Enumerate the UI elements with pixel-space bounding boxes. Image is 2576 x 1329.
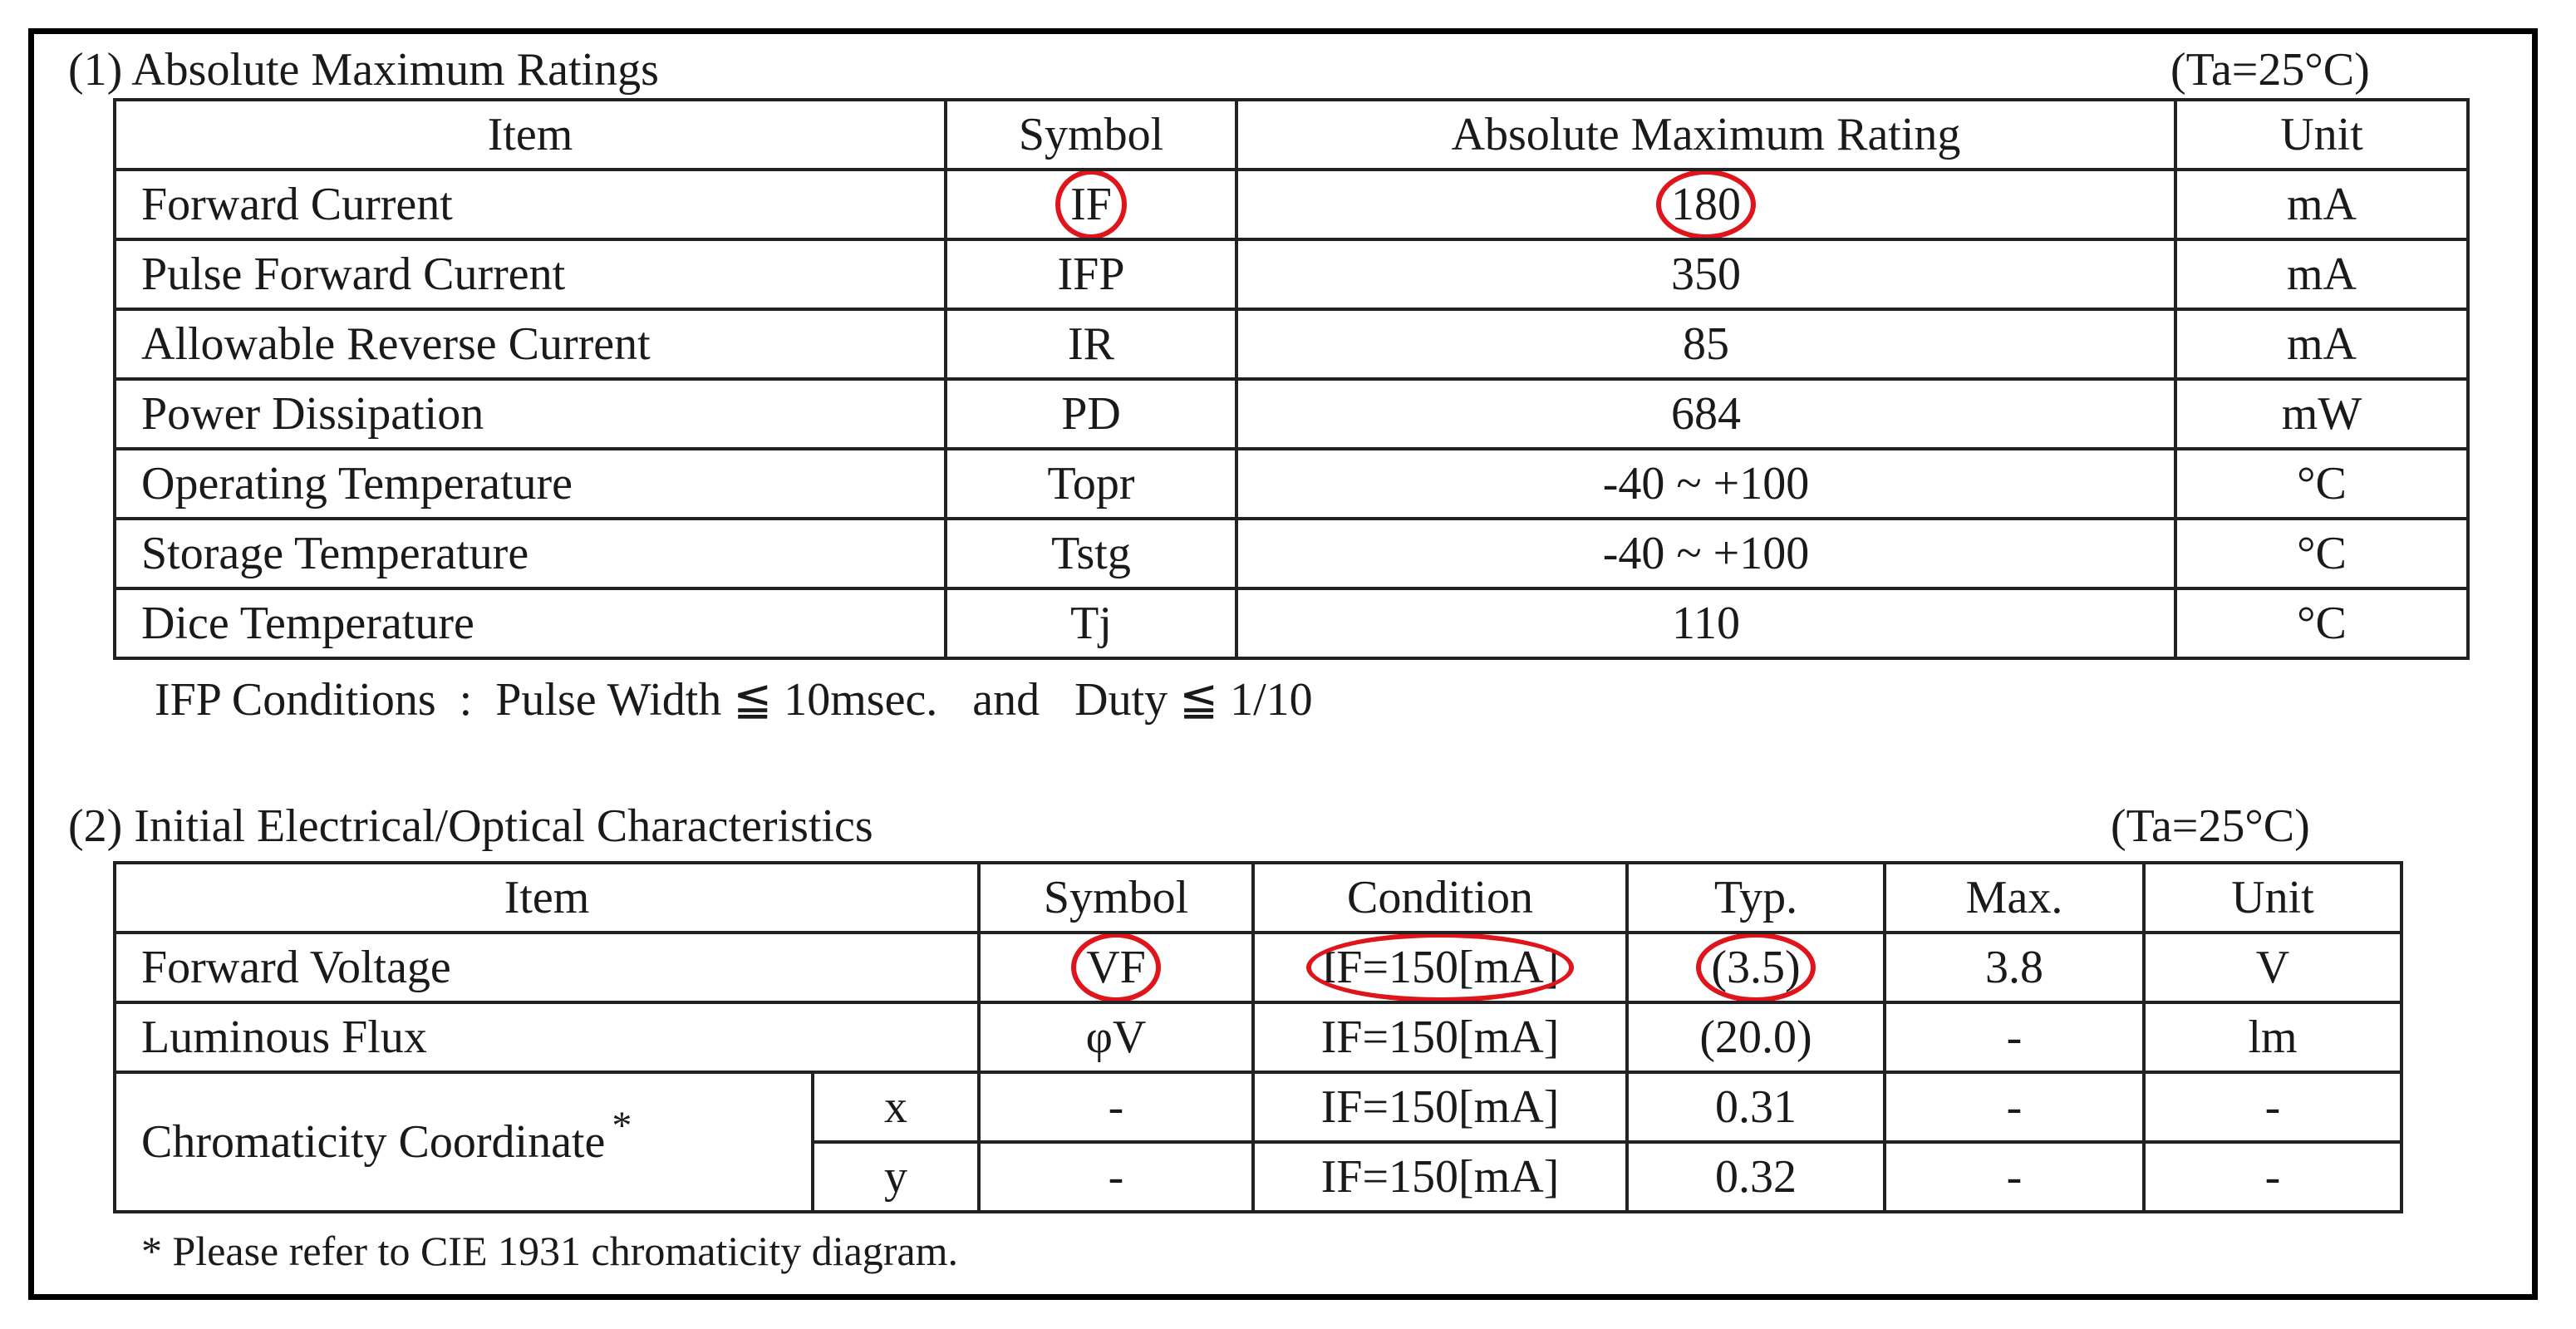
table-row: Storage Temperature Tstg -40 ~ +100 °C xyxy=(113,517,2470,590)
header-unit: Unit xyxy=(2142,861,2403,934)
row-rating: 110 xyxy=(1235,587,2177,660)
circled-typ: (3.5) xyxy=(1696,936,1816,999)
chromaticity-label: Chromaticity Coordinate xyxy=(141,1116,606,1168)
row-unit: °C xyxy=(2174,517,2470,590)
row-max: - xyxy=(1883,1001,2146,1074)
row-unit: - xyxy=(2142,1140,2403,1213)
header-unit: Unit xyxy=(2174,98,2470,171)
row-item: Dice Temperature xyxy=(113,587,947,660)
row-item: Operating Temperature xyxy=(113,447,947,520)
header-typ: Typ. xyxy=(1625,861,1886,934)
row-unit: °C xyxy=(2174,447,2470,520)
row-item: Storage Temperature xyxy=(113,517,947,590)
row-symbol: IF xyxy=(944,168,1238,241)
row-symbol: Topr xyxy=(944,447,1238,520)
header-symbol: Symbol xyxy=(977,861,1255,934)
table-row: Forward Current IF 180 mA xyxy=(113,168,2470,241)
asterisk-mark: * xyxy=(612,1104,632,1148)
footnote: * Please refer to CIE 1931 chromaticity … xyxy=(141,1228,959,1274)
header-item: Item xyxy=(113,861,981,934)
header-rating: Absolute Maximum Rating xyxy=(1235,98,2177,171)
row-max: - xyxy=(1883,1071,2146,1144)
table-row: Luminous Flux φV IF=150[mA] (20.0) - lm xyxy=(113,1001,2403,1074)
absolute-max-ratings-table: Item Symbol Absolute Maximum Rating Unit… xyxy=(113,98,2470,660)
section1-title: (1) Absolute Maximum Ratings xyxy=(68,44,659,96)
row-symbol: Tstg xyxy=(944,517,1238,590)
circled-condition: IF=150[mA] xyxy=(1305,936,1574,999)
section2-title: (2) Initial Electrical/Optical Character… xyxy=(68,800,873,852)
row-condition: IF=150[mA] xyxy=(1251,1001,1629,1074)
circled-symbol: IF xyxy=(1055,173,1127,236)
row-unit: lm xyxy=(2142,1001,2403,1074)
row-sub-x: x xyxy=(811,1071,981,1144)
row-unit: - xyxy=(2142,1071,2403,1144)
circled-symbol: VF xyxy=(1071,936,1161,999)
header-symbol: Symbol xyxy=(944,98,1238,171)
row-symbol: IR xyxy=(944,308,1238,381)
row-item: Allowable Reverse Current xyxy=(113,308,947,381)
row-unit: mA xyxy=(2174,238,2470,311)
row-symbol: - xyxy=(977,1140,1255,1213)
row-item: Forward Current xyxy=(113,168,947,241)
table-row: Forward Voltage VF IF=150[mA] (3.5) 3.8 … xyxy=(113,931,2403,1004)
row-max: 3.8 xyxy=(1883,931,2146,1004)
header-condition: Condition xyxy=(1251,861,1629,934)
electrical-optical-table: Item Symbol Condition Typ. Max. Unit For… xyxy=(113,861,2403,1213)
row-item-chromaticity: Chromaticity Coordinate * xyxy=(113,1071,814,1213)
row-typ: 0.31 xyxy=(1625,1071,1886,1144)
table-row: y - IF=150[mA] 0.32 - - xyxy=(115,1140,2403,1213)
row-typ: 0.32 xyxy=(1625,1140,1886,1213)
section2-ta: (Ta=25°C) xyxy=(2111,800,2310,852)
circled-rating: 180 xyxy=(1656,173,1756,236)
row-symbol: φV xyxy=(977,1001,1255,1074)
row-rating: 180 xyxy=(1235,168,2177,241)
row-item: Forward Voltage xyxy=(113,931,981,1004)
row-symbol: - xyxy=(977,1071,1255,1144)
table-row: Allowable Reverse Current IR 85 mA xyxy=(113,308,2470,381)
row-rating: -40 ~ +100 xyxy=(1235,517,2177,590)
table-row: Operating Temperature Topr -40 ~ +100 °C xyxy=(113,447,2470,520)
row-rating: 85 xyxy=(1235,308,2177,381)
row-unit: mA xyxy=(2174,168,2470,241)
row-item: Pulse Forward Current xyxy=(113,238,947,311)
row-max: - xyxy=(1883,1140,2146,1213)
row-condition: IF=150[mA] xyxy=(1251,931,1629,1004)
row-rating: -40 ~ +100 xyxy=(1235,447,2177,520)
row-unit: °C xyxy=(2174,587,2470,660)
row-unit: V xyxy=(2142,931,2403,1004)
row-typ: (3.5) xyxy=(1625,931,1886,1004)
header-max: Max. xyxy=(1883,861,2146,934)
row-symbol: VF xyxy=(977,931,1255,1004)
ifp-conditions: IFP Conditions : Pulse Width ≦ 10msec. a… xyxy=(155,674,1313,726)
row-item: Luminous Flux xyxy=(113,1001,981,1074)
row-item: Power Dissipation xyxy=(113,377,947,450)
table-row: Pulse Forward Current IFP 350 mA xyxy=(113,238,2470,311)
table-row: Power Dissipation PD 684 mW xyxy=(113,377,2470,450)
row-rating: 684 xyxy=(1235,377,2177,450)
row-unit: mA xyxy=(2174,308,2470,381)
row-symbol: Tj xyxy=(944,587,1238,660)
row-rating: 350 xyxy=(1235,238,2177,311)
row-sub-y: y xyxy=(811,1140,981,1213)
section1-ta: (Ta=25°C) xyxy=(2170,44,2370,96)
row-typ: (20.0) xyxy=(1625,1001,1886,1074)
header-item: Item xyxy=(113,98,947,171)
row-symbol: PD xyxy=(944,377,1238,450)
row-condition: IF=150[mA] xyxy=(1251,1071,1629,1144)
table-header-row: Item Symbol Condition Typ. Max. Unit xyxy=(113,861,2403,934)
row-unit: mW xyxy=(2174,377,2470,450)
document-frame xyxy=(28,28,2538,1300)
row-symbol: IFP xyxy=(944,238,1238,311)
table-header-row: Item Symbol Absolute Maximum Rating Unit xyxy=(113,98,2470,171)
table-row: Chromaticity Coordinate * x - IF=150[mA] … xyxy=(113,1071,2403,1213)
table-row: Dice Temperature Tj 110 °C xyxy=(113,587,2470,660)
row-condition: IF=150[mA] xyxy=(1251,1140,1629,1213)
